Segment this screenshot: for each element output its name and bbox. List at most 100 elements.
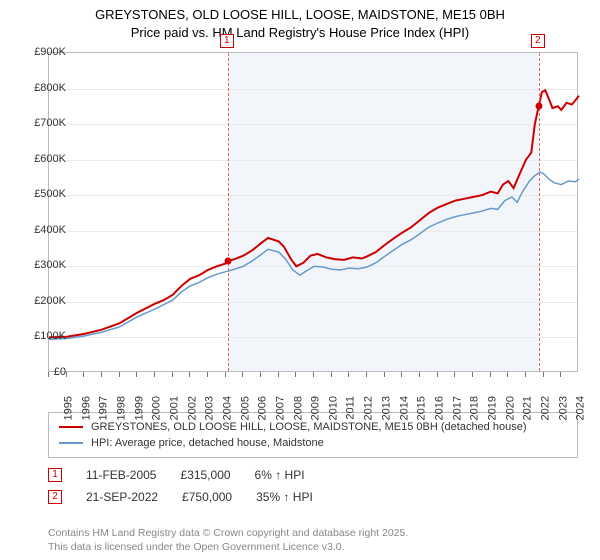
x-tick-label: 2021 <box>522 396 534 420</box>
x-tick-label: 2022 <box>539 396 551 420</box>
y-tick-label: £200K <box>34 295 66 307</box>
x-tick-mark <box>472 372 473 377</box>
chart-lines-svg <box>49 53 577 371</box>
x-tick-mark <box>48 372 49 377</box>
x-tick-mark <box>242 372 243 377</box>
sales-summary: 1 11-FEB-2005 £315,000 6% ↑ HPI 2 21-SEP… <box>48 460 578 512</box>
sale-marker-2: 2 <box>48 490 62 504</box>
x-tick-mark <box>136 372 137 377</box>
legend-label-property: GREYSTONES, OLD LOOSE HILL, LOOSE, MAIDS… <box>91 421 526 433</box>
sale-delta-2: 35% ↑ HPI <box>256 490 313 504</box>
x-tick-mark <box>366 372 367 377</box>
x-tick-label: 2014 <box>398 396 410 420</box>
x-tick-mark <box>507 372 508 377</box>
x-tick-mark <box>278 372 279 377</box>
footer-attribution: Contains HM Land Registry data © Crown c… <box>48 526 408 554</box>
x-tick-label: 2015 <box>416 396 428 420</box>
x-tick-label: 2003 <box>204 396 216 420</box>
plot-area <box>48 52 578 372</box>
x-tick-label: 1996 <box>80 396 92 420</box>
x-tick-label: 1997 <box>98 396 110 420</box>
x-tick-label: 2019 <box>486 396 498 420</box>
legend-swatch-hpi <box>59 442 83 444</box>
sale-date-2: 21-SEP-2022 <box>86 490 158 504</box>
x-tick-mark <box>172 372 173 377</box>
y-tick-label: £600K <box>34 153 66 165</box>
x-tick-mark <box>83 372 84 377</box>
x-tick-label: 2024 <box>575 396 587 420</box>
x-tick-mark <box>331 372 332 377</box>
sale-row-2: 2 21-SEP-2022 £750,000 35% ↑ HPI <box>48 486 578 508</box>
x-tick-label: 2004 <box>221 396 233 420</box>
y-tick-label: £0 <box>54 366 66 378</box>
x-tick-label: 2001 <box>168 396 180 420</box>
sale-marker-box-2: 2 <box>531 34 545 48</box>
series-property <box>49 90 579 337</box>
x-tick-label: 1995 <box>62 396 74 420</box>
y-tick-label: £100K <box>34 330 66 342</box>
legend-label-hpi: HPI: Average price, detached house, Maid… <box>91 437 324 449</box>
sale-row-1: 1 11-FEB-2005 £315,000 6% ↑ HPI <box>48 464 578 486</box>
footer-line1: Contains HM Land Registry data © Crown c… <box>48 526 408 540</box>
x-tick-mark <box>560 372 561 377</box>
x-tick-mark <box>490 372 491 377</box>
x-tick-label: 2011 <box>344 396 356 420</box>
x-tick-mark <box>525 372 526 377</box>
x-tick-label: 2009 <box>310 396 322 420</box>
x-tick-mark <box>189 372 190 377</box>
x-tick-mark <box>454 372 455 377</box>
x-tick-label: 2005 <box>239 396 251 420</box>
house-price-chart: GREYSTONES, OLD LOOSE HILL, LOOSE, MAIDS… <box>0 0 600 560</box>
sale-price-1: £315,000 <box>180 468 230 482</box>
footer-line2: This data is licensed under the Open Gov… <box>48 540 408 554</box>
y-tick-label: £900K <box>34 46 66 58</box>
x-tick-label: 2023 <box>557 396 569 420</box>
chart-title-block: GREYSTONES, OLD LOOSE HILL, LOOSE, MAIDS… <box>0 0 600 43</box>
x-tick-mark <box>313 372 314 377</box>
y-tick-label: £800K <box>34 82 66 94</box>
legend-row-hpi: HPI: Average price, detached house, Maid… <box>59 435 567 451</box>
x-tick-mark <box>207 372 208 377</box>
x-tick-label: 2010 <box>327 396 339 420</box>
y-tick-label: £300K <box>34 259 66 271</box>
y-tick-label: £400K <box>34 224 66 236</box>
x-tick-label: 2000 <box>151 396 163 420</box>
x-tick-mark <box>66 372 67 377</box>
x-tick-label: 2007 <box>274 396 286 420</box>
chart-title-line1: GREYSTONES, OLD LOOSE HILL, LOOSE, MAIDS… <box>0 6 600 24</box>
y-tick-label: £700K <box>34 117 66 129</box>
x-tick-label: 2006 <box>257 396 269 420</box>
sale-marker-dot-1 <box>224 258 231 265</box>
legend-row-property: GREYSTONES, OLD LOOSE HILL, LOOSE, MAIDS… <box>59 419 567 435</box>
sale-marker-line-1 <box>228 53 229 371</box>
x-tick-mark <box>401 372 402 377</box>
sale-date-1: 11-FEB-2005 <box>86 468 156 482</box>
x-tick-mark <box>260 372 261 377</box>
x-tick-mark <box>154 372 155 377</box>
x-tick-label: 2017 <box>451 396 463 420</box>
x-tick-label: 1999 <box>133 396 145 420</box>
sale-marker-line-2 <box>539 53 540 371</box>
x-tick-mark <box>348 372 349 377</box>
legend-swatch-property <box>59 426 83 428</box>
x-tick-mark <box>295 372 296 377</box>
x-tick-mark <box>225 372 226 377</box>
x-tick-label: 2018 <box>469 396 481 420</box>
x-tick-mark <box>384 372 385 377</box>
x-tick-mark <box>437 372 438 377</box>
x-tick-label: 1998 <box>115 396 127 420</box>
x-tick-label: 2008 <box>292 396 304 420</box>
chart-title-line2: Price paid vs. HM Land Registry's House … <box>0 24 600 42</box>
x-tick-label: 2012 <box>363 396 375 420</box>
sale-price-2: £750,000 <box>182 490 232 504</box>
x-tick-label: 2002 <box>186 396 198 420</box>
y-tick-label: £500K <box>34 188 66 200</box>
x-tick-mark <box>543 372 544 377</box>
x-tick-mark <box>101 372 102 377</box>
sale-delta-1: 6% ↑ HPI <box>255 468 305 482</box>
sale-marker-box-1: 1 <box>220 34 234 48</box>
x-tick-mark <box>119 372 120 377</box>
sale-marker-1: 1 <box>48 468 62 482</box>
x-tick-label: 2016 <box>433 396 445 420</box>
x-tick-label: 2013 <box>380 396 392 420</box>
